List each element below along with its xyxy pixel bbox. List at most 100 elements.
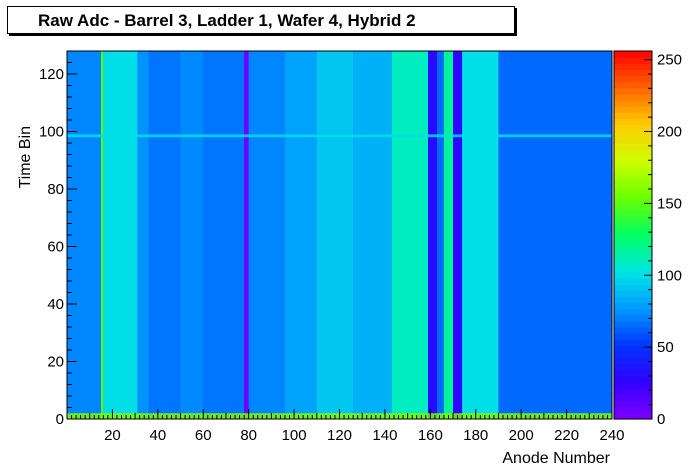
heatmap-band: [453, 51, 463, 419]
y-axis-label: Time Bin: [17, 126, 34, 189]
palette-step: [614, 143, 652, 150]
palette-step: [614, 241, 652, 248]
x-axis-label: Anode Number: [502, 450, 610, 467]
x-tick-label: 20: [104, 427, 121, 444]
palette-step: [614, 81, 652, 89]
z-tick-label: 150: [657, 195, 682, 212]
palette-step: [614, 185, 652, 193]
x-tick-label: 40: [149, 427, 166, 444]
palette-step: [614, 235, 652, 242]
palette-step: [614, 406, 652, 414]
y-tick-label: 100: [39, 124, 64, 141]
heatmap-band: [203, 51, 245, 419]
heatmap-band: [437, 51, 444, 419]
y-tick-label: 40: [47, 296, 64, 313]
heatmap-row-feature: [67, 134, 612, 138]
palette-step: [614, 308, 652, 316]
heatmap-band: [285, 51, 317, 419]
y-tick-label: 80: [47, 181, 64, 198]
palette-step: [614, 100, 652, 107]
palette-step: [614, 394, 652, 402]
palette-step: [614, 69, 652, 77]
chart-title-box: Raw Adc - Barrel 3, Ladder 1, Wafer 4, H…: [7, 6, 515, 34]
palette-step: [614, 173, 652, 181]
palette-step: [614, 130, 652, 138]
heatmap-band: [103, 51, 138, 419]
palette-step: [614, 192, 652, 199]
heatmap-band: [428, 51, 438, 419]
palette-step: [614, 369, 652, 377]
palette-step: [614, 296, 652, 304]
heatmap-band: [101, 51, 104, 419]
palette-step: [614, 210, 652, 218]
palette-step: [614, 284, 652, 291]
palette-step: [614, 149, 652, 156]
palette-step: [614, 333, 652, 340]
palette-step: [614, 247, 652, 254]
palette-step: [614, 124, 652, 132]
palette-step: [614, 118, 652, 126]
palette-step: [614, 277, 652, 285]
palette-step: [614, 376, 652, 383]
y-tick-label: 120: [39, 66, 64, 83]
x-tick-label: 160: [418, 427, 443, 444]
palette-step: [614, 204, 652, 212]
palette-step: [614, 345, 652, 353]
x-tick-label: 180: [463, 427, 488, 444]
z-tick-label: 100: [657, 267, 682, 284]
palette-step: [614, 253, 652, 261]
palette-step: [614, 155, 652, 162]
heatmap-band: [67, 51, 102, 419]
heatmap-band: [148, 51, 181, 419]
heatmap-band: [353, 51, 392, 419]
x-tick-label: 80: [240, 427, 257, 444]
palette-step: [614, 51, 652, 58]
palette-step: [614, 271, 652, 279]
heatmap-band: [180, 51, 204, 419]
palette-step: [614, 198, 652, 205]
palette-step: [614, 216, 652, 224]
palette-frame: [613, 50, 653, 420]
palette-step: [614, 106, 652, 113]
palette-step: [614, 222, 652, 230]
palette-step: [614, 136, 652, 144]
heatmap-band: [498, 51, 612, 419]
palette-step: [614, 167, 652, 175]
heatmap-band: [316, 51, 354, 419]
palette-step: [614, 320, 652, 328]
z-tick-label: 0: [657, 411, 665, 428]
palette-step: [614, 412, 652, 420]
x-tick-label: 120: [327, 427, 352, 444]
palette-step: [614, 87, 652, 95]
palette-step: [614, 63, 652, 70]
palette-step: [614, 112, 652, 120]
palette-step: [614, 228, 652, 236]
chart-title: Raw Adc - Barrel 3, Ladder 1, Wafer 4, H…: [38, 11, 416, 30]
palette-step: [614, 327, 652, 334]
palette-step: [614, 57, 652, 64]
heatmap-band: [244, 51, 249, 419]
palette-step: [614, 400, 652, 408]
heatmap-band: [137, 51, 149, 419]
heatmap-band: [462, 51, 499, 419]
palette-step: [614, 75, 652, 83]
x-tick-label: 60: [195, 427, 212, 444]
x-tick-label: 100: [282, 427, 307, 444]
palette-step: [614, 302, 652, 310]
y-tick-label: 20: [47, 354, 64, 371]
x-tick-label: 220: [554, 427, 579, 444]
palette-step: [614, 351, 652, 359]
palette-step: [614, 290, 652, 297]
z-tick-label: 250: [657, 52, 682, 69]
x-tick-label: 240: [599, 427, 624, 444]
palette-step: [614, 388, 652, 396]
palette-step: [614, 259, 652, 267]
palette-step: [614, 179, 652, 187]
palette-step: [614, 339, 652, 346]
z-tick-label: 50: [657, 339, 674, 356]
heatmap-band: [248, 51, 285, 419]
x-tick-label: 140: [372, 427, 397, 444]
heatmap-band: [391, 51, 429, 419]
palette-step: [614, 314, 652, 322]
